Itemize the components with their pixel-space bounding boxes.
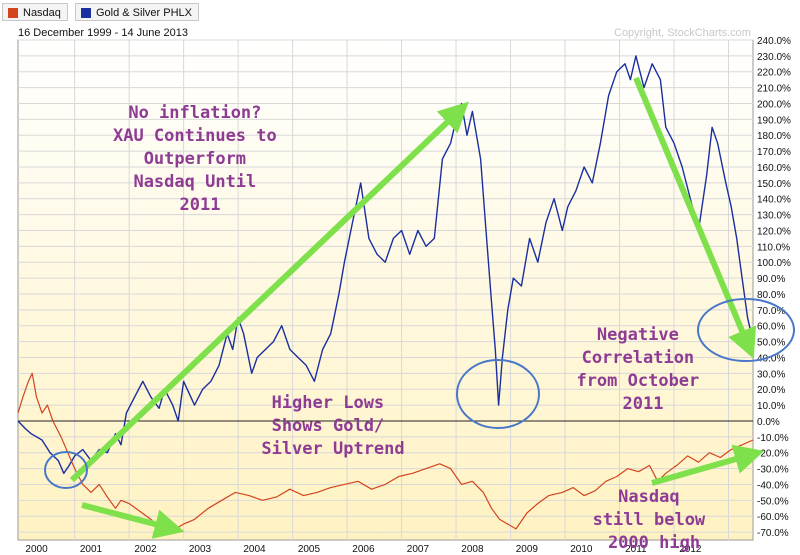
x-tick-label: 2007 xyxy=(407,544,430,555)
y-tick-label: 60.0% xyxy=(757,322,785,333)
annotation-nasdaq-below: Nasdaq still below 2000 high xyxy=(593,487,716,553)
y-tick-label: 240.0% xyxy=(757,36,791,47)
x-axis-tick-labels: 2000 2001 2002 2003 2004 2005 2006 2007 2008 2009… xyxy=(25,544,702,555)
x-tick-label: 2010 xyxy=(570,544,593,555)
y-tick-label: 230.0% xyxy=(757,52,791,63)
y-tick-label: 40.0% xyxy=(757,353,785,364)
nasdaq-series-line xyxy=(17,372,754,530)
low-2013-circle xyxy=(697,298,795,362)
y-tick-label: 50.0% xyxy=(757,338,785,349)
y-tick-label: -60.0% xyxy=(757,512,789,523)
x-tick-label: 2006 xyxy=(352,544,375,555)
plot-area xyxy=(17,39,754,541)
y-tick-label: 10.0% xyxy=(757,401,785,412)
x-tick-label: 2001 xyxy=(80,544,103,555)
y-tick-label: -20.0% xyxy=(757,449,789,460)
y-tick-label: 190.0% xyxy=(757,115,791,126)
y-tick-label: 20.0% xyxy=(757,385,785,396)
y-tick-label: -30.0% xyxy=(757,465,789,476)
uptrend-arrow xyxy=(69,101,469,483)
y-tick-label: 140.0% xyxy=(757,195,791,206)
y-tick-label: 220.0% xyxy=(757,68,791,79)
y-tick-label: 70.0% xyxy=(757,306,785,317)
y-tick-label: 210.0% xyxy=(757,84,791,95)
gold-silver-series-line xyxy=(17,55,754,474)
legend-bar: Nasdaq Gold & Silver PHLX xyxy=(0,0,800,26)
x-tick-label: 2002 xyxy=(134,544,157,555)
low-2008-circle xyxy=(456,359,540,429)
y-tick-label: 200.0% xyxy=(757,99,791,110)
x-tick-label: 2011 xyxy=(625,544,647,555)
y-tick-label: 180.0% xyxy=(757,131,791,142)
y-tick-label: 110.0% xyxy=(757,242,790,253)
date-range: 16 December 1999 - 14 June 2013 xyxy=(18,27,189,39)
x-tick-label: 2005 xyxy=(298,544,321,555)
nasdaq-down-arrow xyxy=(81,502,185,539)
y-tick-label: -10.0% xyxy=(757,433,789,444)
nasdaq-up-arrow xyxy=(651,444,765,486)
legend-label: Gold & Silver PHLX xyxy=(96,7,192,19)
x-tick-label: 2008 xyxy=(461,544,484,555)
y-tick-label: 80.0% xyxy=(757,290,785,301)
y-tick-label: 90.0% xyxy=(757,274,785,285)
series-lines xyxy=(17,55,754,530)
annotation-higher-lows: Higher Lows Shows Gold/ Silver Uptrend xyxy=(261,393,404,459)
x-tick-label: 2003 xyxy=(189,544,212,555)
y-tick-label: 130.0% xyxy=(757,211,791,222)
x-tick-label: 2004 xyxy=(243,544,266,555)
x-tick-label: 2012 xyxy=(679,544,702,555)
y-tick-label: 150.0% xyxy=(757,179,791,190)
legend-item-gold-silver[interactable]: Gold & Silver PHLX xyxy=(75,3,199,21)
nasdaq-swatch-icon xyxy=(8,8,18,18)
x-tick-label: 2000 xyxy=(25,544,48,555)
legend-item-nasdaq[interactable]: Nasdaq xyxy=(2,3,68,21)
low-2000-circle xyxy=(44,451,88,489)
y-axis-tick-labels: 240.0% 230.0% 220.0% 210.0% 200.0% 190.0% 180.… xyxy=(757,36,791,539)
x-tick-label: 2009 xyxy=(516,544,539,555)
y-tick-label: 30.0% xyxy=(757,369,785,380)
annotation-negative-correlation: Negative Correlation from October 2011 xyxy=(576,325,709,414)
legend-label: Nasdaq xyxy=(23,7,61,19)
y-tick-label: -50.0% xyxy=(757,496,789,507)
y-tick-label: 0.0% xyxy=(757,417,780,428)
annotation-no-inflation: No inflation? XAU Continues to Outperfor… xyxy=(113,103,287,215)
y-tick-label: 160.0% xyxy=(757,163,791,174)
y-tick-label: 100.0% xyxy=(757,258,791,269)
y-tick-label: 170.0% xyxy=(757,147,791,158)
y-tick-label: -40.0% xyxy=(757,480,789,491)
annotation-circles xyxy=(44,298,795,489)
gold-silver-swatch-icon xyxy=(81,8,91,18)
y-tick-label: -70.0% xyxy=(757,528,789,539)
copyright-notice: Copyright, StockCharts.com xyxy=(614,27,751,39)
y-tick-label: 120.0% xyxy=(757,226,791,237)
